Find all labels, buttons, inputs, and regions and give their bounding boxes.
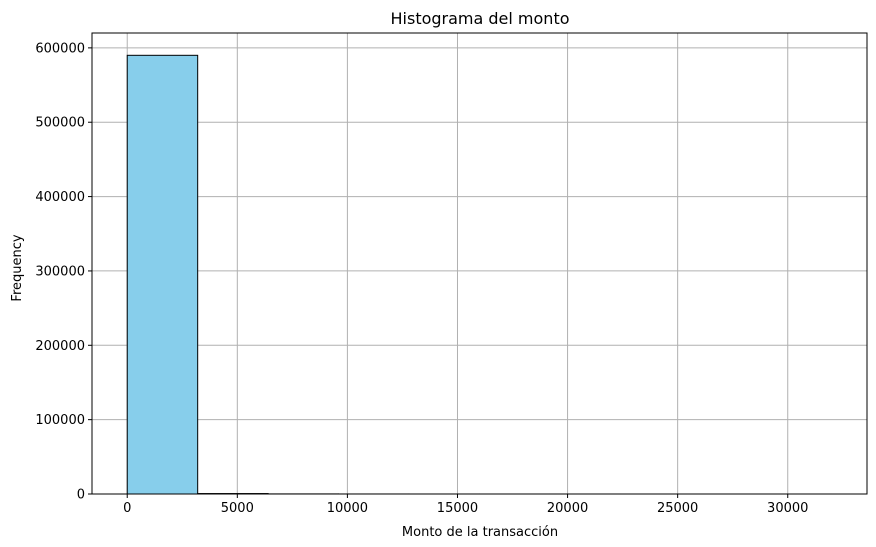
x-tick-label: 0 xyxy=(123,501,131,516)
y-tick-label: 500000 xyxy=(35,116,85,131)
y-tick-label: 300000 xyxy=(35,264,85,279)
x-tick-label: 30000 xyxy=(767,501,808,516)
x-axis-label: Monto de la transacción xyxy=(402,525,558,540)
histogram-bar xyxy=(126,54,199,495)
plot-frame xyxy=(91,32,868,495)
x-tick-label: 20000 xyxy=(547,501,588,516)
y-tick-label: 100000 xyxy=(35,413,85,428)
y-tick-label: 600000 xyxy=(35,41,85,56)
x-tick-label: 25000 xyxy=(657,501,698,516)
y-axis-ticks: 0 100000 200000 300000 400000 500000 600000 xyxy=(35,41,92,503)
histogram-bars xyxy=(126,54,833,495)
y-tick-label: 400000 xyxy=(35,190,85,205)
x-tick-label: 5000 xyxy=(221,501,254,516)
x-tick-label: 15000 xyxy=(437,501,478,516)
x-tick-label: 10000 xyxy=(327,501,368,516)
y-tick-label: 200000 xyxy=(35,339,85,354)
y-tick-label: 0 xyxy=(77,488,85,503)
grid-lines xyxy=(92,33,867,495)
chart-title: Histograma del monto xyxy=(391,9,570,28)
x-axis-ticks: 0 5000 10000 15000 20000 25000 30000 xyxy=(123,494,808,516)
y-axis-label: Frequency xyxy=(10,234,25,301)
